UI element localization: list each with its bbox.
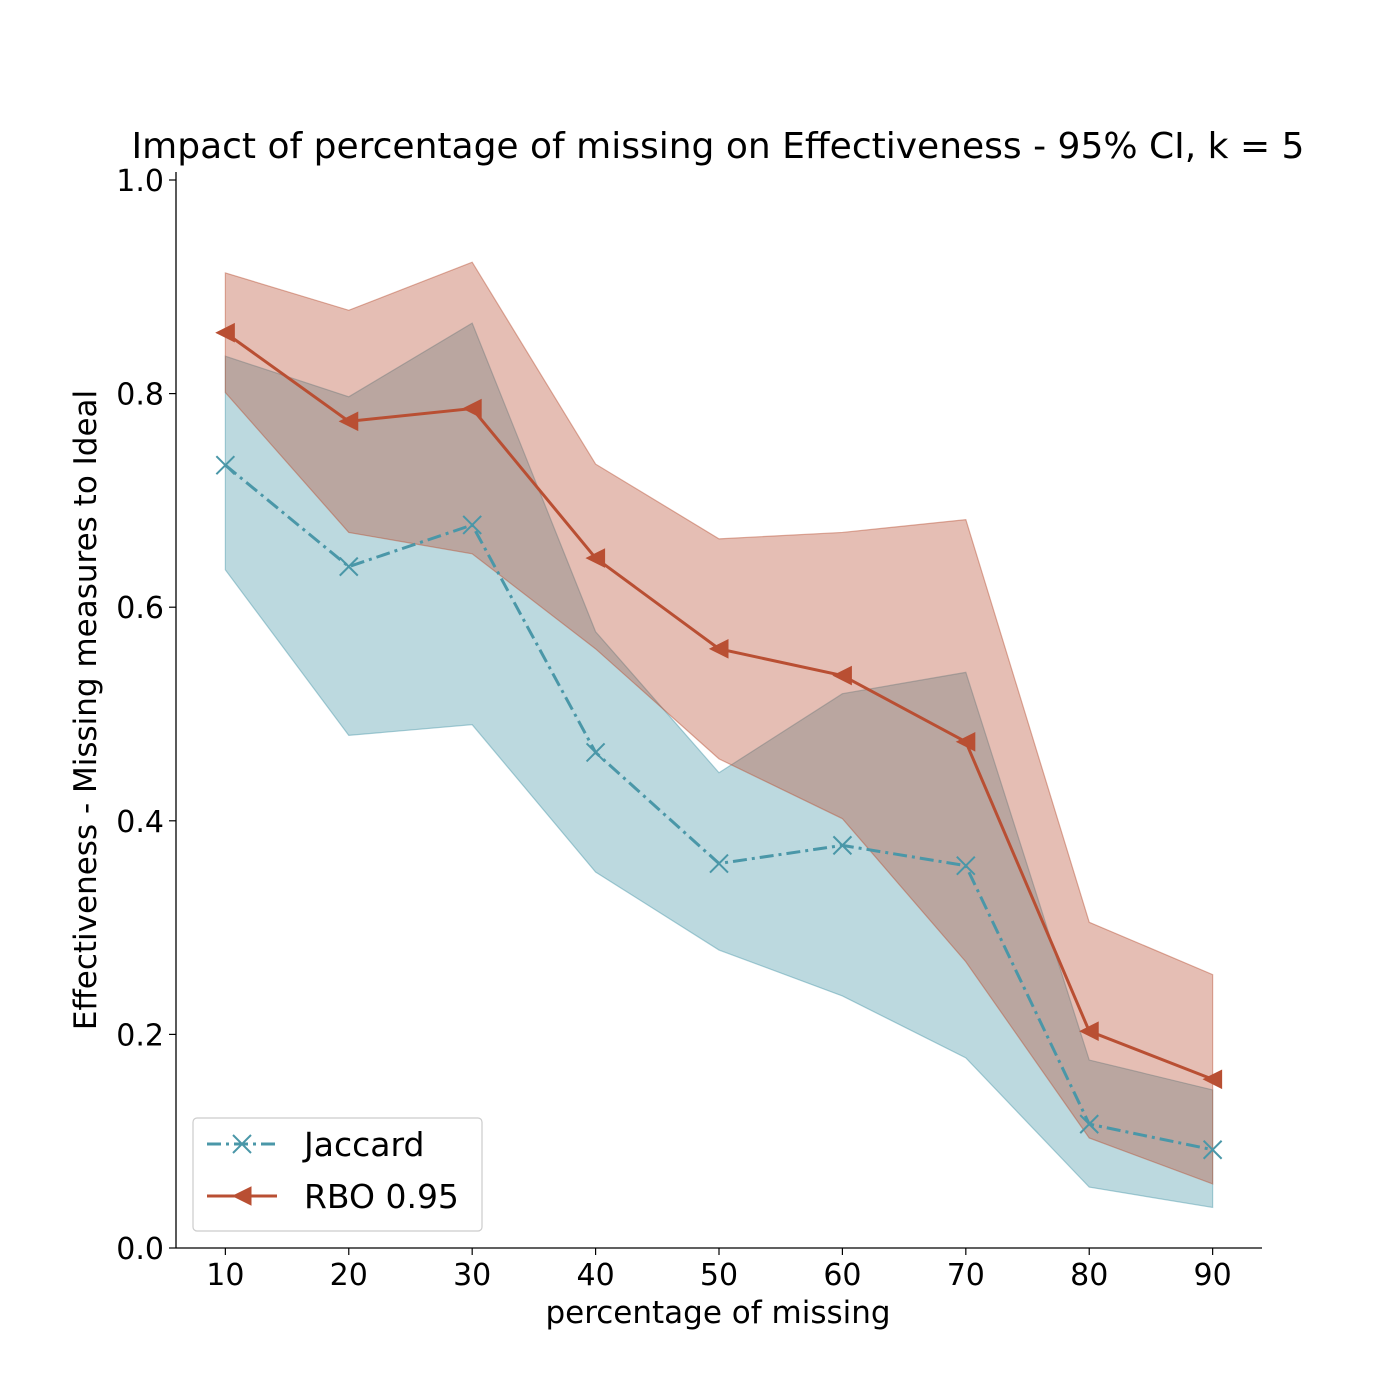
data-point-series-1-4: [708, 639, 729, 659]
data-point-series-1-1: [338, 411, 359, 432]
y-axis-ticks: 0.0 0.2 0.4 0.6 0.8 1.0: [116, 164, 176, 1267]
data-point-series-0-2: [462, 515, 482, 535]
data-point-series-1-0: [215, 322, 235, 343]
data-point-series-0-1: [339, 556, 359, 577]
data-point-series-0-8: [1202, 1140, 1223, 1160]
data-point-series-0-3: [585, 742, 606, 763]
y-tick-label: 0.4: [116, 805, 164, 840]
x-tick-label: 10: [206, 1258, 244, 1293]
legend-marker-1: [231, 1186, 252, 1206]
data-point-series-0-6: [956, 855, 976, 876]
x-tick-label: 90: [1194, 1258, 1232, 1293]
y-axis-label: Effectiveness - Missing measures to Idea…: [68, 390, 104, 1030]
data-point-series-1-2: [462, 398, 482, 419]
chart-title: Impact of percentage of missing on Effec…: [132, 126, 1305, 167]
x-tick-label: 30: [453, 1258, 491, 1293]
data-point-series-1-3: [585, 548, 606, 568]
ci-band-series-1: [224, 261, 1214, 1185]
x-tick-label: 80: [1070, 1258, 1108, 1293]
legend-label-1: RBO 0.95: [304, 1177, 459, 1216]
data-point-series-1-8: [1202, 1069, 1223, 1090]
legend-marker-0: [232, 1134, 252, 1154]
data-point-series-0-0: [215, 455, 236, 475]
data-point-series-1-5: [832, 665, 852, 686]
y-tick-label: 1.0: [116, 164, 164, 199]
data-point-series-1-6: [955, 731, 976, 752]
y-tick-label: 0.0: [116, 1232, 164, 1267]
legend-frame: [192, 1117, 483, 1232]
legend-label-0: Jaccard: [302, 1125, 424, 1164]
plot-area: [215, 261, 1223, 1209]
data-point-series-0-4: [709, 853, 729, 874]
x-axis-ticks: 10 20 30 40 50 60 70 80 90: [206, 1248, 1232, 1293]
x-tick-label: 40: [576, 1258, 614, 1293]
x-tick-label: 20: [330, 1258, 368, 1293]
data-point-series-0-7: [1079, 1114, 1099, 1134]
ci-band-series-0: [224, 322, 1214, 1209]
x-tick-label: 60: [823, 1258, 861, 1293]
y-tick-label: 0.2: [116, 1018, 164, 1053]
x-tick-label: 70: [947, 1258, 985, 1293]
data-point-series-0-5: [832, 835, 853, 856]
legend: Jaccard RBO 0.95: [192, 1117, 483, 1232]
y-tick-label: 0.6: [116, 591, 164, 626]
data-point-series-1-7: [1079, 1021, 1099, 1042]
y-tick-label: 0.8: [116, 378, 164, 413]
x-axis-label: percentage of missing: [545, 1295, 890, 1331]
x-tick-label: 50: [700, 1258, 738, 1293]
